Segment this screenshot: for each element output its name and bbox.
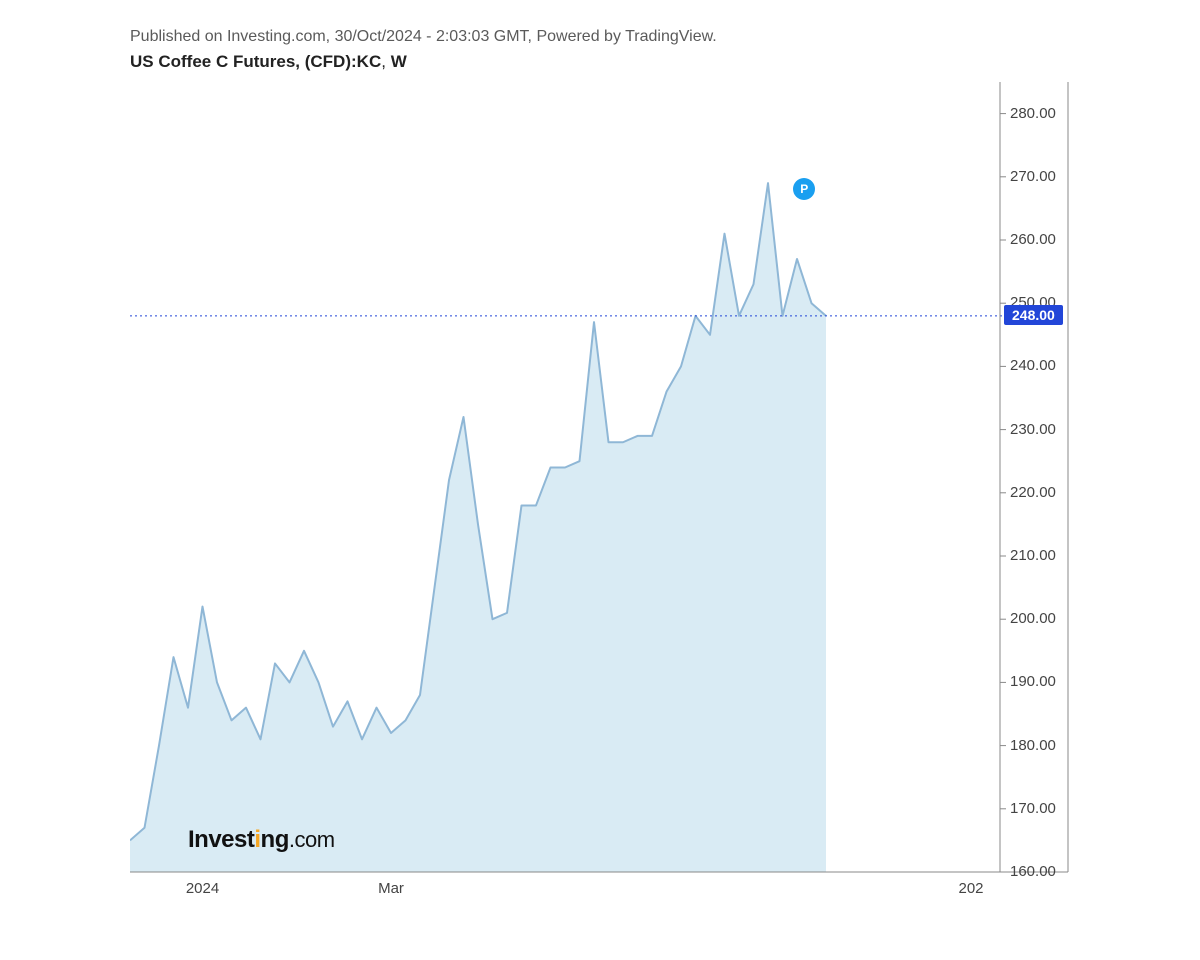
chart-title: US Coffee C Futures, (CFD):KC, W — [130, 52, 1160, 72]
y-tick-label: 190.00 — [1010, 673, 1080, 690]
publish-info: Published on Investing.com, 30/Oct/2024 … — [130, 28, 1160, 46]
title-prefix: US Coffee C Futures, (CFD): — [130, 52, 357, 71]
title-interval: W — [391, 52, 407, 71]
y-tick-label: 260.00 — [1010, 231, 1080, 248]
x-tick-label: 202 — [958, 880, 983, 897]
current-price-badge: 248.00 — [1004, 305, 1063, 325]
y-tick-label: 270.00 — [1010, 168, 1080, 185]
investing-logo: Investing.com — [188, 826, 335, 854]
y-tick-label: 170.00 — [1010, 800, 1080, 817]
price-chart[interactable]: 160.00 170.00 180.00 190.00 200.00 210.00 220.… — [130, 82, 1090, 902]
chart-svg — [130, 82, 1090, 902]
y-tick-label: 240.00 — [1010, 357, 1080, 374]
x-tick-label: 2024 — [186, 880, 219, 897]
p-marker-icon: P — [793, 178, 815, 200]
y-tick-label: 210.00 — [1010, 547, 1080, 564]
y-tick-label: 230.00 — [1010, 421, 1080, 438]
y-tick-label: 220.00 — [1010, 484, 1080, 501]
title-symbol: KC — [357, 52, 382, 71]
y-tick-label: 160.00 — [1010, 863, 1080, 880]
x-tick-label: Mar — [378, 880, 404, 897]
y-tick-label: 280.00 — [1010, 105, 1080, 122]
y-tick-label: 200.00 — [1010, 610, 1080, 627]
y-tick-label: 180.00 — [1010, 737, 1080, 754]
title-sep: , — [381, 52, 390, 71]
